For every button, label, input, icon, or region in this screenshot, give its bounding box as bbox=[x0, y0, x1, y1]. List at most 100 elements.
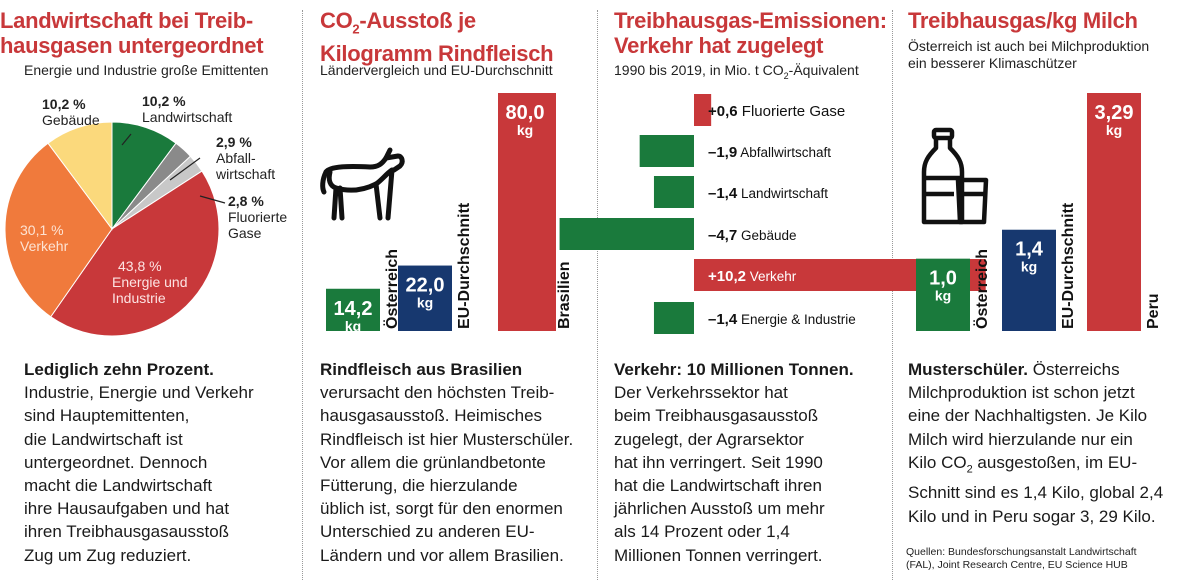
bar-category-label: Brasilien bbox=[556, 261, 573, 329]
panel1-body-text: Lediglich zehn Prozent. Industrie, Energ… bbox=[24, 358, 299, 567]
bar-eu-durchschnitt bbox=[398, 265, 452, 331]
change-bar-label: –1,4 Energie & Industrie bbox=[708, 311, 856, 328]
change-bar-energie-industrie bbox=[653, 302, 694, 334]
panel4-body-text: Musterschüler. Österreichs Milchprodukti… bbox=[908, 358, 1181, 528]
text-line: Fütterung, die hierzulande bbox=[320, 476, 518, 496]
bar-value-label: 80,0 bbox=[506, 102, 545, 124]
panel-milk-co2: Treibhausgas/kg Milch Österreich ist auc… bbox=[896, 0, 1181, 581]
panel4-subtitle: Österreich ist auch bei Milchproduktion … bbox=[908, 38, 1150, 71]
pie-leader-line bbox=[199, 195, 226, 204]
text-line: ihren Treibhausgasausstoß bbox=[24, 522, 230, 542]
sources-note: Quellen: Bundesforschungsanstalt Landwir… bbox=[906, 546, 1137, 571]
pie-slice-verkehr bbox=[4, 142, 113, 318]
text-line: Der Verkehrssektor hat bbox=[614, 383, 788, 403]
panel2-title: CO2-Ausstoß je Kilogramm Rindfleisch bbox=[320, 8, 554, 67]
text-line: hat die Landwirtschaft ihren bbox=[614, 476, 822, 496]
bar-unit-label: kg bbox=[1106, 122, 1122, 138]
text-line: Kilo und in Peru sogar 3, 29 Kilo. bbox=[908, 506, 1156, 526]
bar-unit-label: kg bbox=[935, 288, 951, 304]
text-line: Zug um Zug reduziert. bbox=[24, 545, 192, 565]
panel3-body-text: Verkehr: 10 Millionen Tonnen. Der Verkeh… bbox=[614, 358, 899, 567]
text-line: hausgasausstoß. Heimisches bbox=[320, 406, 543, 426]
panel-separator bbox=[597, 10, 598, 580]
bar-österreich bbox=[326, 288, 380, 331]
text-line: eine der Nachhaltigsten. Je Kilo bbox=[908, 406, 1148, 426]
pie-label-landwirtschaft: 10,2 % Landwirtschaft bbox=[142, 93, 233, 125]
beef-bar-chart: 14,2kg Österreich 22,0kg EU-Durchschnitt80,… bbox=[326, 93, 573, 334]
text-line: Vor allem die grünlandbetonte bbox=[320, 452, 546, 472]
text-line: Schnitt sind es 1,4 Kilo, global 2,4 bbox=[908, 483, 1164, 503]
bar-value-label: 1,0 bbox=[929, 268, 957, 290]
bar-value-label: 14,2 bbox=[334, 298, 373, 320]
text-line: Milch wird hierzulande nur ein bbox=[908, 429, 1133, 449]
panel1-title: Landwirtschaft bei Treib- hausgasen unte… bbox=[0, 8, 264, 58]
panel-beef-co2: CO2-Ausstoß je Kilogramm Rindfleisch Län… bbox=[306, 0, 596, 581]
milk-bottle-and-glass-icon bbox=[921, 127, 989, 225]
panel1-subtitle: Energie und Industrie große Emittenten bbox=[24, 62, 269, 78]
text-line: jährlichen Ausstoß um mehr bbox=[614, 499, 825, 519]
pie-label-abfall: 2,9 % Abfall- wirtschaft bbox=[216, 134, 276, 182]
text-line: üblich ist, sorgt für den enormen bbox=[320, 499, 563, 519]
bar-unit-label: kg bbox=[417, 295, 433, 311]
change-bar-landwirtschaft bbox=[653, 176, 694, 208]
change-bar-label: +10,2 Verkehr bbox=[708, 268, 797, 285]
change-bar-gebäude bbox=[559, 218, 694, 250]
change-bar-fluorierte-gase bbox=[694, 94, 712, 126]
text-line: ihre Hausaufgaben und hat bbox=[24, 499, 230, 519]
text-line: macht die Landwirtschaft bbox=[24, 476, 213, 496]
panel2-body-text: Rindfleisch aus Brasilien verursacht den… bbox=[320, 358, 605, 567]
text-line: Unterschied zu anderen EU- bbox=[320, 522, 535, 542]
text-line: Milchproduktion ist schon jetzt bbox=[908, 383, 1135, 403]
panel2-subtitle: Ländervergleich und EU-Durchschnitt bbox=[320, 62, 553, 78]
pie-chart bbox=[4, 121, 226, 337]
bar-unit-label: kg bbox=[517, 122, 533, 138]
pie-slice-gebäude bbox=[47, 121, 113, 231]
text-line: Rindfleisch ist hier Musterschüler. bbox=[320, 429, 574, 449]
milk-bar-chart: 1,0kg Österreich 1,4kg EU-Durchschnitt3,29k… bbox=[916, 93, 1162, 331]
text-line: Industrie, Energie und Verkehr bbox=[24, 383, 254, 403]
pie-label-energie: 43,8 % Energie und Industrie bbox=[112, 258, 188, 306]
text-line: Millionen Tonnen verringert. bbox=[614, 545, 823, 565]
pie-leader-line bbox=[121, 133, 132, 146]
bar-category-label: Peru bbox=[1145, 293, 1162, 329]
text-line: als 14 Prozent oder 1,4 bbox=[614, 522, 790, 542]
panel4-title: Treibhausgas/kg Milch bbox=[908, 8, 1138, 33]
change-bar-chart: +0,6 Fluorierte Gase –1,9 Abfallwirtschaf… bbox=[559, 94, 986, 334]
panel-separator bbox=[302, 10, 303, 580]
bar-value-label: 1,4 bbox=[1015, 239, 1044, 261]
text-line: sind Hauptemittenten, bbox=[24, 406, 190, 426]
pie-label-fluor: 2,8 % Fluorierte Gase bbox=[228, 193, 288, 241]
text-line: untergeordnet. Dennoch bbox=[24, 452, 208, 472]
bar-peru bbox=[1087, 93, 1141, 331]
panel-emission-change: Treibhausgas-Emissionen: Verkehr hat zug… bbox=[559, 0, 986, 581]
bar-category-label: EU-Durchschnitt bbox=[456, 202, 473, 329]
pie-leader-line bbox=[169, 157, 201, 181]
pie-label-verkehr: 30,1 % Verkehr bbox=[20, 222, 69, 254]
pie-slice-energie-und-industrie bbox=[50, 170, 220, 337]
bar-unit-label: kg bbox=[345, 318, 361, 334]
bar-value-label: 22,0 bbox=[406, 275, 445, 297]
panel3-subtitle: 1990 bis 2019, in Mio. t CO2-Äquivalent bbox=[614, 62, 859, 81]
text-line: Ländern und vor allem Brasilien. bbox=[320, 545, 564, 565]
bar-value-label: 3,29 bbox=[1095, 102, 1134, 124]
bar-unit-label: kg bbox=[1021, 259, 1037, 275]
text-line: zugelegt, der Agrarsektor bbox=[614, 429, 804, 449]
bar-category-label: Österreich bbox=[972, 249, 991, 329]
change-bar-abfallwirtschaft bbox=[639, 135, 694, 167]
change-bar-label: –1,4 Landwirtschaft bbox=[708, 185, 828, 202]
text-line: hat ihn verringert. Seit 1990 bbox=[614, 452, 823, 472]
text-line: verursacht den höchsten Treib- bbox=[320, 383, 555, 403]
bar-eu-durchschnitt bbox=[1002, 229, 1056, 331]
panel-emission-shares: Landwirtschaft bei Treib- hausgasen unte… bbox=[0, 0, 300, 581]
bar-brasilien bbox=[498, 93, 556, 331]
cow-icon bbox=[320, 147, 405, 221]
change-bar-label: –4,7 Gebäude bbox=[708, 227, 797, 244]
panel-separator bbox=[892, 10, 893, 580]
pie-label-gebaeude: 10,2 % Gebäude bbox=[42, 96, 100, 128]
change-bar-label: –1,9 Abfallwirtschaft bbox=[708, 144, 831, 161]
panel3-title: Treibhausgas-Emissionen: Verkehr hat zug… bbox=[614, 8, 887, 58]
change-bar-label: +0,6 Fluorierte Gase bbox=[708, 103, 845, 120]
bar-category-label: Österreich bbox=[382, 249, 401, 329]
bar-category-label: EU-Durchschnitt bbox=[1060, 202, 1077, 329]
text-line: beim Treibhausgasausstoß bbox=[614, 406, 819, 426]
